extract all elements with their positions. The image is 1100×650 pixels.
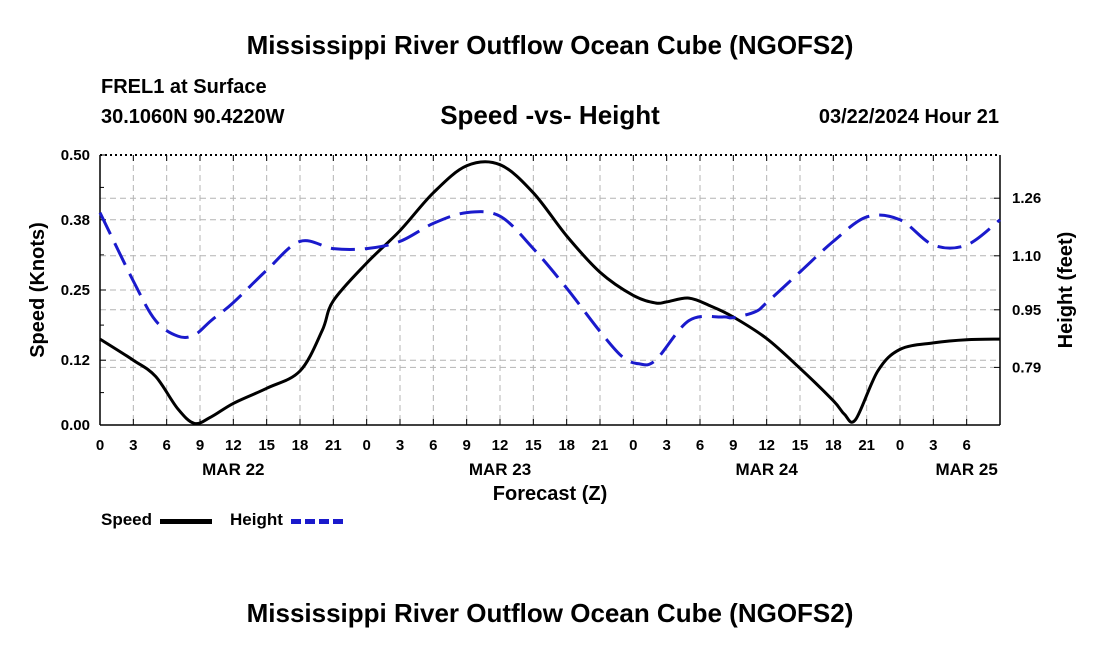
y-axis-label-right: Height (feet)	[1055, 232, 1077, 349]
x-tick-label: 0	[96, 437, 104, 454]
x-tick-label: 21	[592, 437, 609, 454]
y-tick-label-right: 1.10	[1012, 248, 1041, 265]
y-tick-label-left: 0.00	[61, 417, 90, 434]
y-tick-label-left: 0.12	[61, 352, 90, 369]
series-line-speed	[99, 160, 1001, 426]
x-tick-label: 6	[962, 437, 970, 454]
x-tick-label: 12	[758, 437, 775, 454]
x-tick-label: 9	[462, 437, 470, 454]
chart-subtitle: Speed -vs- Height	[440, 100, 660, 130]
x-tick-label: 18	[825, 437, 842, 454]
x-tick-label: 18	[292, 437, 309, 454]
chart-title: Mississippi River Outflow Ocean Cube (NG…	[246, 30, 854, 60]
y-tick-label-left: 0.38	[61, 212, 90, 229]
date-label: MAR 23	[469, 460, 531, 479]
legend-height-swatch	[291, 519, 343, 524]
x-tick-label: 15	[258, 437, 275, 454]
legend-speed-label: Speed	[101, 510, 153, 529]
x-tick-label: 6	[162, 437, 170, 454]
x-axis-label: Forecast (Z)	[493, 483, 607, 505]
x-tick-label: 3	[396, 437, 404, 454]
legend-height-label: Height	[230, 510, 283, 529]
y-tick-label-right: 0.95	[1012, 302, 1041, 319]
y-tick-label-left: 0.25	[61, 282, 90, 299]
y-tick-label-left: 0.50	[61, 147, 90, 164]
chart-title-bottom: Mississippi River Outflow Ocean Cube (NG…	[246, 598, 854, 628]
date-label: MAR 22	[202, 460, 264, 479]
y-tick-label-right: 1.26	[1012, 190, 1041, 207]
datetime-label: 03/22/2024 Hour 21	[818, 106, 999, 128]
date-label: MAR 25	[935, 460, 997, 479]
x-tick-label: 6	[696, 437, 704, 454]
x-tick-label: 21	[858, 437, 875, 454]
x-tick-label: 0	[896, 437, 904, 454]
legend-speed-swatch	[160, 519, 212, 524]
date-label: MAR 24	[735, 460, 798, 479]
x-tick-label: 15	[792, 437, 809, 454]
x-tick-label: 3	[929, 437, 937, 454]
y-tick-label-right: 0.79	[1012, 359, 1041, 376]
x-tick-label: 9	[196, 437, 204, 454]
x-tick-label: 0	[629, 437, 637, 454]
x-tick-label: 18	[558, 437, 575, 454]
series-line-height	[98, 210, 1001, 367]
x-tick-label: 3	[662, 437, 670, 454]
x-tick-label: 21	[325, 437, 342, 454]
x-tick-label: 3	[129, 437, 137, 454]
x-tick-label: 6	[429, 437, 437, 454]
y-axis-label-left: Speed (Knots)	[27, 222, 49, 358]
coordinates-label: 30.1060N 90.4220W	[101, 106, 285, 128]
x-tick-label: 15	[525, 437, 542, 454]
x-tick-label: 12	[225, 437, 242, 454]
station-label: FREL1 at Surface	[101, 76, 267, 98]
x-tick-label: 9	[729, 437, 737, 454]
x-tick-label: 12	[492, 437, 509, 454]
x-tick-label: 0	[362, 437, 370, 454]
